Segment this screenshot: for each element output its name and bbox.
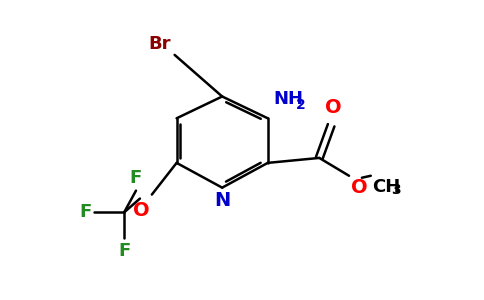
Text: 3: 3 [392,183,401,197]
Text: F: F [130,169,142,187]
Text: Br: Br [148,35,171,53]
Text: CH: CH [372,178,400,196]
Text: O: O [325,98,341,117]
Text: N: N [214,190,230,210]
Text: NH: NH [274,90,303,108]
Text: F: F [79,203,91,221]
Text: O: O [351,178,368,197]
Text: 2: 2 [296,98,305,112]
Text: F: F [118,242,130,260]
Text: O: O [133,200,150,220]
